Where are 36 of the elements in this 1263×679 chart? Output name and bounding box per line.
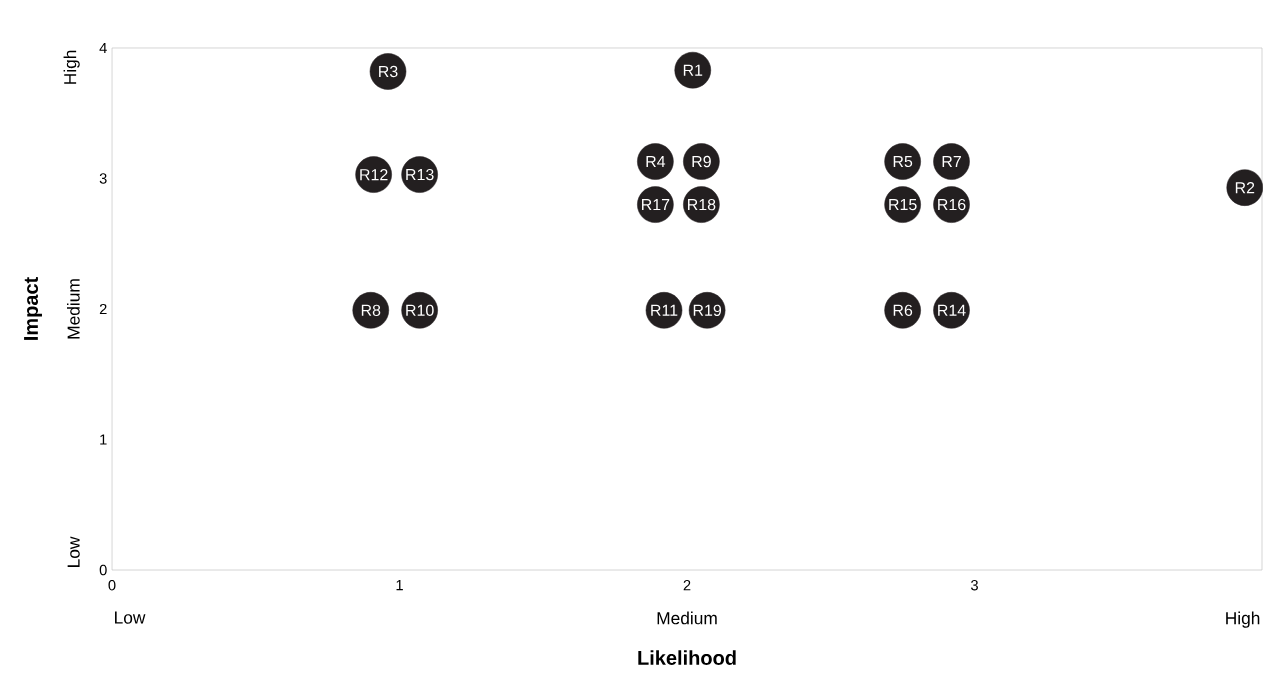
y-tick-label: 0 (99, 564, 107, 576)
annotation: R17 (642, 199, 670, 211)
text: High (63, 50, 80, 84)
annotation: R3 (379, 65, 398, 78)
annotation: R10 (406, 304, 434, 316)
annotation: R8 (361, 304, 381, 316)
annotation: R6 (893, 304, 913, 316)
text: Low (115, 611, 146, 624)
text: Medium (67, 279, 80, 339)
x-tick-label: 1 (396, 580, 403, 591)
annotation: R14 (938, 304, 966, 316)
annotation: R19 (693, 304, 722, 316)
annotation: R4 (646, 156, 666, 168)
x-tick-label: 0 (108, 580, 116, 591)
annotation: R16 (938, 198, 966, 211)
y-tick-label: 4 (99, 42, 107, 54)
x-tick-label: 3 (971, 580, 978, 591)
y-tick-label: 2 (99, 303, 107, 315)
annotation: R11 (651, 304, 678, 316)
annotation: R1 (683, 64, 703, 76)
annotation: R18 (688, 198, 716, 211)
annotation: R15 (889, 199, 917, 211)
annotation: R5 (893, 155, 913, 168)
y-tick-label: 1 (100, 434, 107, 445)
x-tick-label: 2 (683, 580, 691, 591)
annotation: R12 (360, 169, 388, 181)
annotation: R13 (406, 168, 434, 181)
x-axis-title: Likelihood (638, 650, 736, 665)
text: Low (67, 536, 80, 567)
annotation: R9 (692, 155, 711, 168)
y-tick-label: 3 (99, 173, 107, 184)
y-axis-title: Impact (24, 277, 42, 340)
annotation: R7 (942, 156, 961, 168)
text: Medium (657, 611, 717, 625)
annotation: R2 (1235, 182, 1255, 194)
text: High (1226, 611, 1260, 628)
